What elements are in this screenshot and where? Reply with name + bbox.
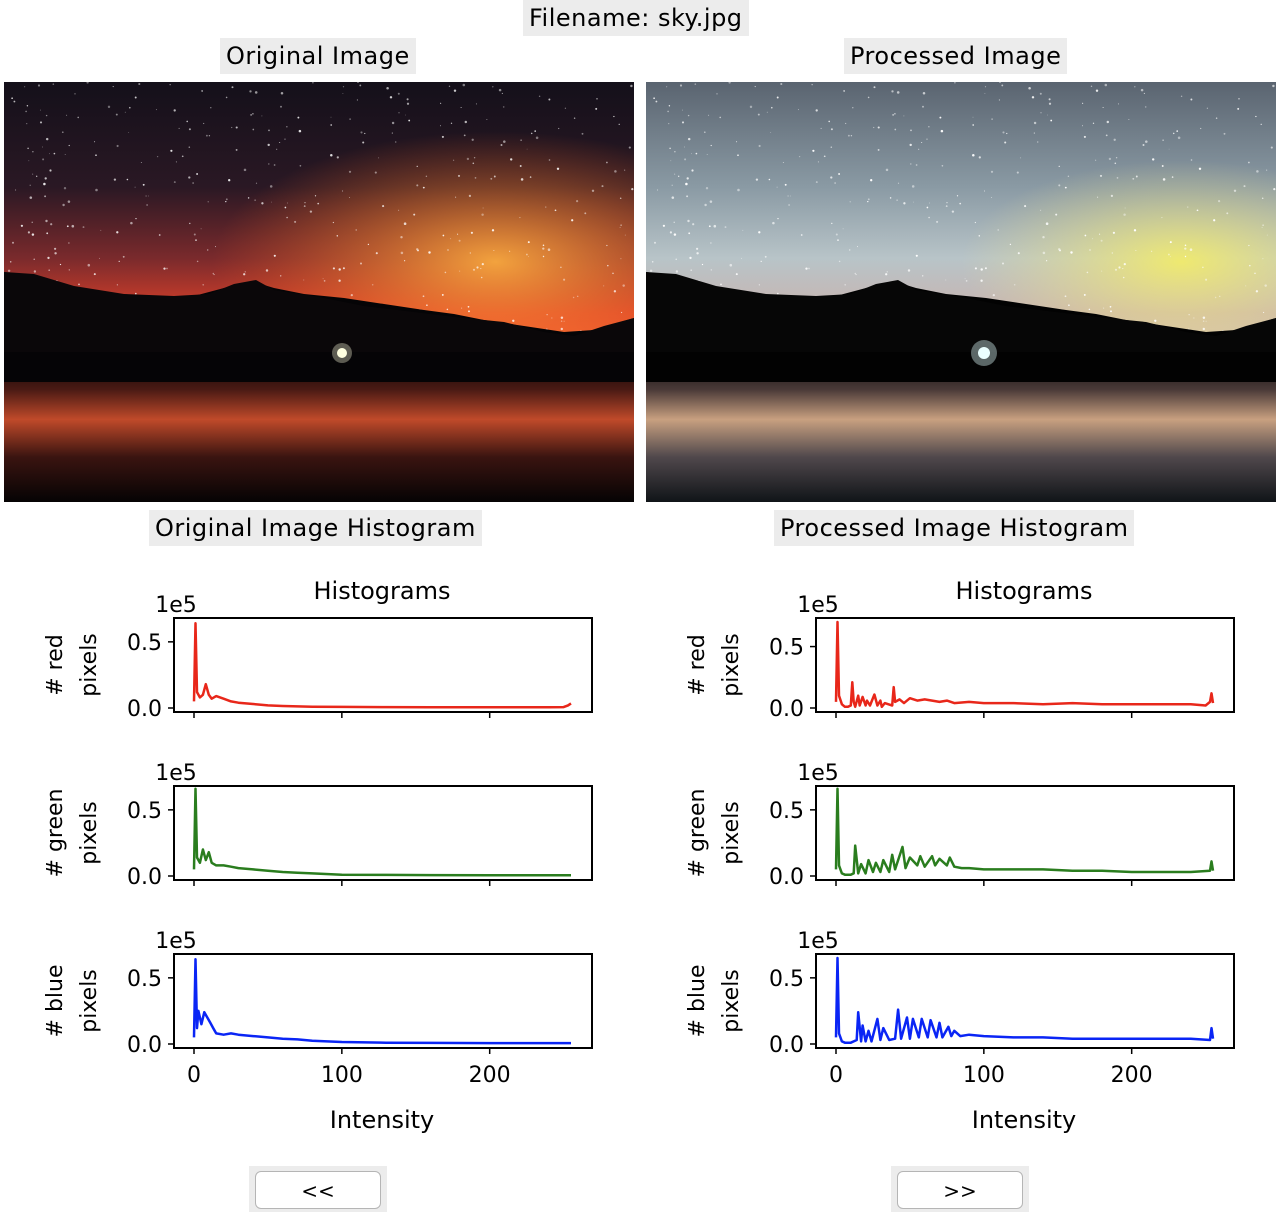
x-tick-label: 200 [1111,1063,1153,1088]
processed-photo-image [646,82,1276,502]
x-tick-label: 100 [963,1063,1005,1088]
y-axis-label: # red pixels [43,633,102,697]
y-tick-label: 0.5 [769,967,804,992]
filename-label: Filename: sky.jpg [523,0,749,36]
series-line-red [834,620,1215,709]
processed-image-title: Processed Image [844,38,1068,74]
y-axis-label: # blue pixels [43,965,102,1038]
x-tick-label: 100 [321,1063,363,1088]
x-tick-label: 0 [829,1063,843,1088]
original-image [4,82,634,502]
prev-button[interactable]: << [255,1171,381,1209]
y-tick-label: 0.5 [769,799,804,824]
next-button-container: >> [891,1166,1029,1212]
axes-frame [173,785,593,881]
y-tick-label: 0.0 [127,865,162,890]
chart-title: Histograms [313,577,450,605]
original-histogram-title: Original Image Histogram [149,510,482,546]
processed-image [646,82,1276,502]
offset-text: 1e5 [155,761,197,786]
chart-title: Histograms [955,577,1092,605]
y-tick-label: 0.0 [127,697,162,722]
y-axis-label: # green pixels [43,789,102,878]
subplot-blue: 1e5 0.0 0.5 0 100 200 # blue pixels [685,929,1235,1088]
original-histogram-chart: Histograms 1e5 0.0 0.5 # red pixels 1e5 0.0 0.5 #… [4,562,634,1152]
series-line-red [192,622,572,709]
prev-button-container: << [249,1166,387,1212]
original-photo-image [4,82,634,502]
series-line-blue [834,956,1215,1044]
x-tick-label: 200 [469,1063,511,1088]
offset-text: 1e5 [797,593,839,618]
offset-text: 1e5 [155,593,197,618]
axes-frame [815,953,1235,1049]
subplot-green: 1e5 0.0 0.5 # green pixels [43,761,593,890]
series-line-green [834,787,1215,876]
y-tick-label: 0.0 [769,1033,804,1058]
offset-text: 1e5 [797,929,839,954]
x-tick-label: 0 [187,1063,201,1088]
y-tick-label: 0.0 [769,697,804,722]
x-axis-label: Intensity [972,1106,1076,1134]
x-axis-label: Intensity [330,1106,434,1134]
y-tick-label: 0.0 [127,1033,162,1058]
original-image-title: Original Image [220,38,416,74]
axes-frame [815,617,1235,713]
series-line-green [192,787,571,877]
processed-histogram-chart: Histograms 1e5 0.0 0.5 # red pixels 1e5 0.0 0.5 #… [646,562,1276,1152]
subplot-red: 1e5 0.0 0.5 # red pixels [43,593,593,722]
processed-histogram-title: Processed Image Histogram [774,510,1135,546]
y-tick-label: 0.5 [769,636,804,661]
offset-text: 1e5 [155,929,197,954]
y-axis-label: # green pixels [685,789,744,878]
axes-frame [173,953,593,1049]
axes-frame [815,785,1235,881]
next-button[interactable]: >> [897,1171,1023,1209]
y-tick-label: 0.5 [127,967,162,992]
series-line-blue [192,958,571,1045]
offset-text: 1e5 [797,761,839,786]
y-tick-label: 0.0 [769,865,804,890]
y-tick-label: 0.5 [127,631,162,656]
subplot-red: 1e5 0.0 0.5 # red pixels [685,593,1235,722]
y-axis-label: # blue pixels [685,965,744,1038]
y-axis-label: # red pixels [685,633,744,697]
y-tick-label: 0.5 [127,799,162,824]
subplot-green: 1e5 0.0 0.5 # green pixels [685,761,1235,890]
subplot-blue: 1e5 0.0 0.5 0 100 200 # blue pixels [43,929,593,1088]
axes-frame [173,617,593,713]
